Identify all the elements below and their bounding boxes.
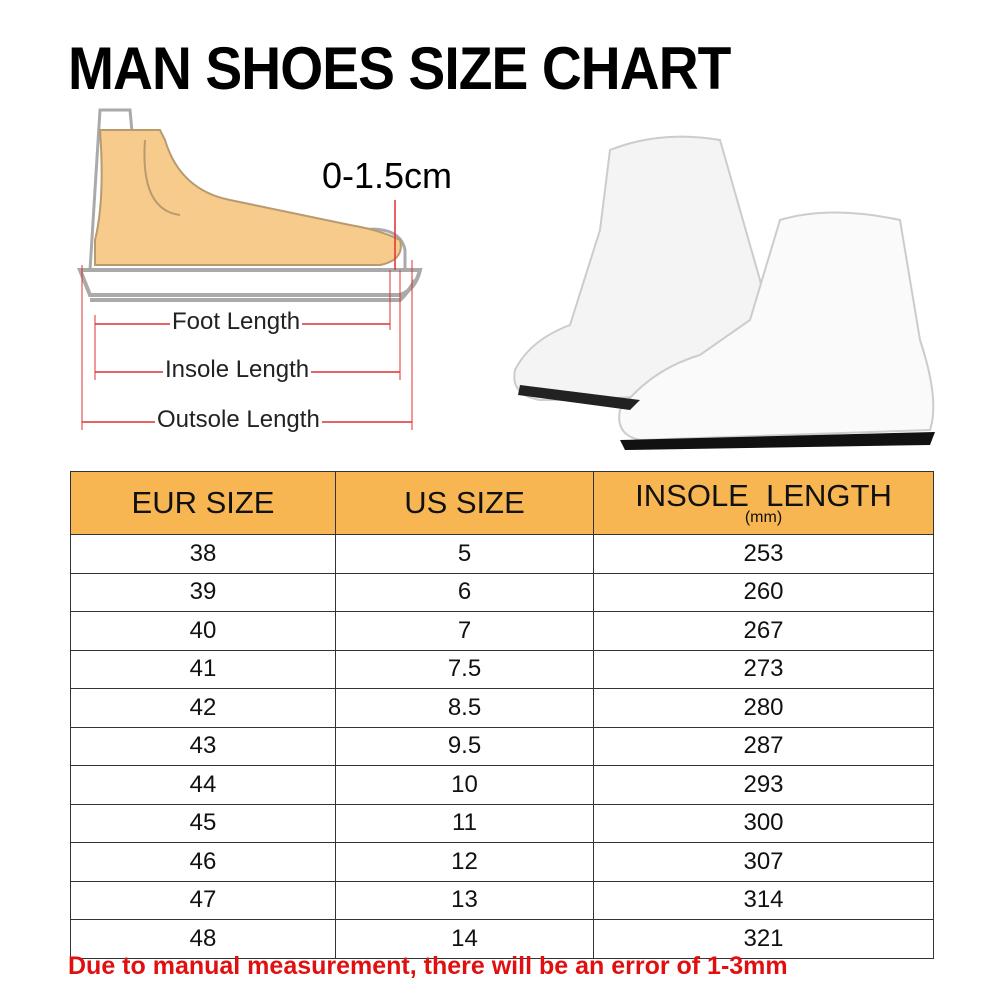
- cell-insole: 253: [593, 534, 934, 574]
- cell-eur: 42: [70, 688, 336, 728]
- high-top-sneakers-illustration: [513, 135, 935, 450]
- table-row: 45 11 300: [70, 803, 934, 843]
- cell-insole: 273: [593, 649, 934, 689]
- foot-in-shoe-illustration: [77, 108, 423, 430]
- table-row: 48 14 321: [70, 919, 934, 959]
- table-row: 42 8.5 280: [70, 688, 934, 728]
- table-header-row: EUR SIZE US SIZE INSOLE LENGTH (mm): [70, 471, 934, 535]
- table-row: 44 10 293: [70, 765, 934, 805]
- table-row: 47 13 314: [70, 880, 934, 920]
- cell-us: 9.5: [335, 726, 594, 766]
- cell-insole: 300: [593, 803, 934, 843]
- header-eur-size: EUR SIZE: [70, 471, 336, 535]
- sneakers-image: [500, 110, 950, 460]
- cell-insole: 260: [593, 572, 934, 612]
- cell-eur: 45: [70, 803, 336, 843]
- cell-us: 11: [335, 803, 594, 843]
- cell-eur: 46: [70, 842, 336, 882]
- table-row: 46 12 307: [70, 842, 934, 882]
- measurement-error-note: Due to manual measurement, there will be…: [68, 952, 788, 980]
- header-insole-label: INSOLE LENGTH: [635, 478, 892, 513]
- page-title: MAN SHOES SIZE CHART: [68, 35, 731, 102]
- table-row: 41 7.5 273: [70, 649, 934, 689]
- toe-gap-label: 0-1.5cm: [322, 155, 453, 196]
- cell-eur: 41: [70, 649, 336, 689]
- cell-us: 12: [335, 842, 594, 882]
- header-insole-unit: (mm): [744, 509, 783, 526]
- cell-insole: 287: [593, 726, 934, 766]
- cell-insole: 307: [593, 842, 934, 882]
- cell-eur: 39: [70, 572, 336, 612]
- cell-eur: 47: [70, 880, 336, 920]
- cell-insole: 321: [593, 919, 934, 959]
- cell-eur: 40: [70, 611, 336, 651]
- size-table: EUR SIZE US SIZE INSOLE LENGTH (mm) 38 5 2…: [70, 471, 934, 959]
- cell-us: 6: [335, 572, 594, 612]
- table-row: 39 6 260: [70, 572, 934, 612]
- cell-us: 14: [335, 919, 594, 959]
- cell-insole: 280: [593, 688, 934, 728]
- insole-length-label: Insole Length: [163, 356, 312, 384]
- cell-us: 7.5: [335, 649, 594, 689]
- cell-insole: 267: [593, 611, 934, 651]
- table-row: 40 7 267: [70, 611, 934, 651]
- cell-us: 8.5: [335, 688, 594, 728]
- cell-us: 10: [335, 765, 594, 805]
- cell-eur: 43: [70, 726, 336, 766]
- outsole-length-label: Outsole Length: [155, 406, 322, 434]
- cell-eur: 44: [70, 765, 336, 805]
- foot-measurement-diagram: Foot Length Insole Length Outsole Length: [60, 100, 500, 440]
- cell-eur: 48: [70, 919, 336, 959]
- header-insole-length: INSOLE LENGTH (mm): [593, 471, 934, 535]
- table-row: 38 5 253: [70, 534, 934, 574]
- cell-us: 7: [335, 611, 594, 651]
- cell-insole: 314: [593, 880, 934, 920]
- foot-length-label: Foot Length: [170, 308, 303, 336]
- header-us-size: US SIZE: [335, 471, 594, 535]
- table-row: 43 9.5 287: [70, 726, 934, 766]
- cell-eur: 38: [70, 534, 336, 574]
- cell-us: 5: [335, 534, 594, 574]
- cell-us: 13: [335, 880, 594, 920]
- cell-insole: 293: [593, 765, 934, 805]
